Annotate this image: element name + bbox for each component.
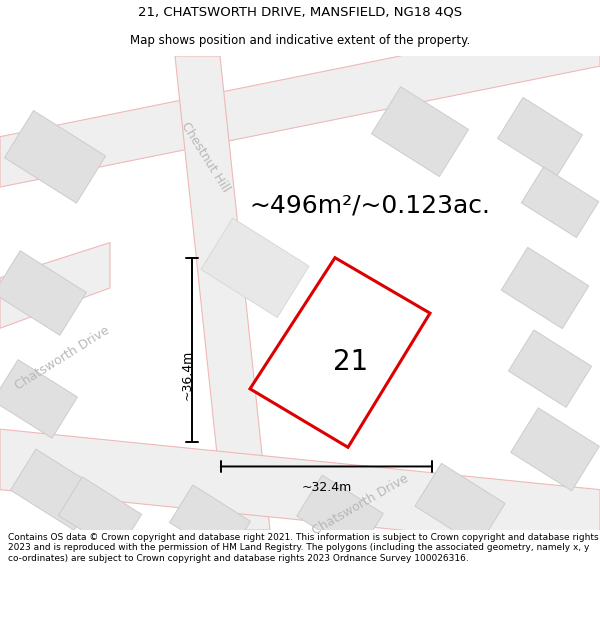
Polygon shape xyxy=(0,16,600,187)
Polygon shape xyxy=(415,463,505,546)
Polygon shape xyxy=(4,111,106,203)
Polygon shape xyxy=(297,475,383,554)
Text: ~36.4m: ~36.4m xyxy=(181,350,193,400)
Text: Contains OS data © Crown copyright and database right 2021. This information is : Contains OS data © Crown copyright and d… xyxy=(8,533,598,562)
Text: ~32.4m: ~32.4m xyxy=(301,481,352,494)
Text: Map shows position and indicative extent of the property.: Map shows position and indicative extent… xyxy=(130,34,470,47)
Polygon shape xyxy=(508,330,592,408)
Polygon shape xyxy=(0,359,77,438)
Polygon shape xyxy=(0,429,600,550)
Text: 21, CHATSWORTH DRIVE, MANSFIELD, NG18 4QS: 21, CHATSWORTH DRIVE, MANSFIELD, NG18 4Q… xyxy=(138,6,462,19)
Polygon shape xyxy=(170,485,250,559)
Polygon shape xyxy=(521,167,599,238)
Polygon shape xyxy=(501,248,589,329)
Polygon shape xyxy=(58,477,142,553)
Polygon shape xyxy=(0,251,86,335)
Polygon shape xyxy=(0,242,110,328)
Polygon shape xyxy=(497,98,583,176)
Text: Chatsworth Drive: Chatsworth Drive xyxy=(310,472,410,538)
Polygon shape xyxy=(250,258,430,448)
Polygon shape xyxy=(10,449,100,530)
Text: ~496m²/~0.123ac.: ~496m²/~0.123ac. xyxy=(250,193,491,218)
Text: Chatsworth Drive: Chatsworth Drive xyxy=(13,324,112,393)
Polygon shape xyxy=(175,56,270,530)
Polygon shape xyxy=(371,87,469,176)
Polygon shape xyxy=(201,218,309,318)
Text: 21: 21 xyxy=(333,348,368,376)
Polygon shape xyxy=(511,408,599,491)
Text: Chestnut Hill: Chestnut Hill xyxy=(178,119,232,194)
Polygon shape xyxy=(299,306,401,401)
